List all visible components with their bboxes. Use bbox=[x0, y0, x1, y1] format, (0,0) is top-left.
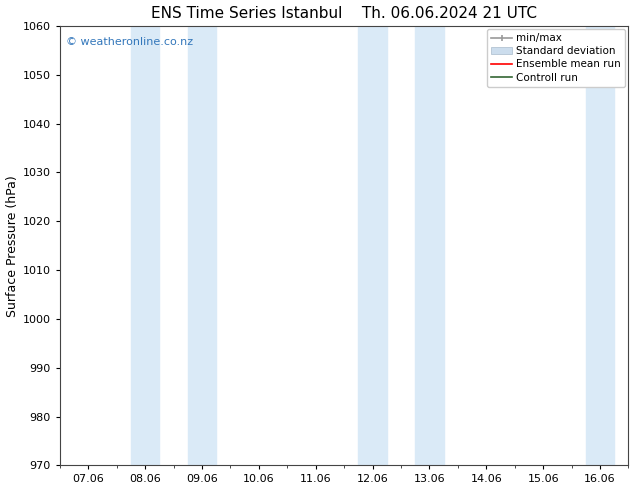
Bar bbox=[131, 26, 159, 466]
Bar bbox=[358, 26, 387, 466]
Y-axis label: Surface Pressure (hPa): Surface Pressure (hPa) bbox=[6, 175, 18, 317]
Text: © weatheronline.co.nz: © weatheronline.co.nz bbox=[65, 37, 193, 47]
Title: ENS Time Series Istanbul    Th. 06.06.2024 21 UTC: ENS Time Series Istanbul Th. 06.06.2024 … bbox=[151, 5, 537, 21]
Bar bbox=[188, 26, 216, 466]
Bar bbox=[586, 26, 614, 466]
Legend: min/max, Standard deviation, Ensemble mean run, Controll run: min/max, Standard deviation, Ensemble me… bbox=[488, 29, 625, 87]
Bar bbox=[415, 26, 444, 466]
